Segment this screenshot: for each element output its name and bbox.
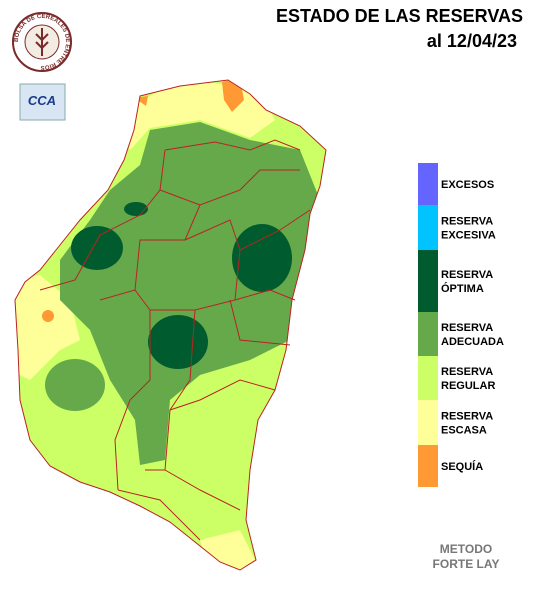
map xyxy=(14,79,327,571)
legend-swatch xyxy=(418,445,438,487)
legend-label: REGULAR xyxy=(441,380,495,392)
legend-swatch xyxy=(418,312,438,356)
legend-label: RESERVA xyxy=(441,216,493,228)
legend-label: EXCESOS xyxy=(441,179,494,191)
method-line: METODO xyxy=(440,542,492,556)
legend-swatch xyxy=(418,356,438,400)
logo: BOLSA DE CEREALES DE ENTRE RIOS xyxy=(12,12,72,72)
legend-label: EXCESIVA xyxy=(441,230,496,242)
legend-label: ÓPTIMA xyxy=(441,282,484,295)
badge-text: CCA xyxy=(28,93,56,108)
legend-swatch xyxy=(418,250,438,312)
date: al 12/04/23 xyxy=(427,31,517,51)
legend-swatch xyxy=(418,400,438,445)
legend: EXCESOSRESERVAEXCESIVARESERVAÓPTIMARESER… xyxy=(418,163,504,487)
legend-label: RESERVA xyxy=(441,322,493,334)
legend-label: RESERVA xyxy=(441,269,493,281)
legend-swatch xyxy=(418,205,438,250)
legend-label: RESERVA xyxy=(441,366,493,378)
title: ESTADO DE LAS RESERVAS xyxy=(276,6,523,26)
legend-swatch xyxy=(418,163,438,205)
legend-label: RESERVA xyxy=(441,411,493,423)
legend-label: ESCASA xyxy=(441,425,487,437)
legend-label: SEQUÍA xyxy=(441,460,483,473)
legend-label: ADECUADA xyxy=(441,336,504,348)
method-line: FORTE LAY xyxy=(433,557,500,571)
badge: CCA xyxy=(19,83,66,121)
